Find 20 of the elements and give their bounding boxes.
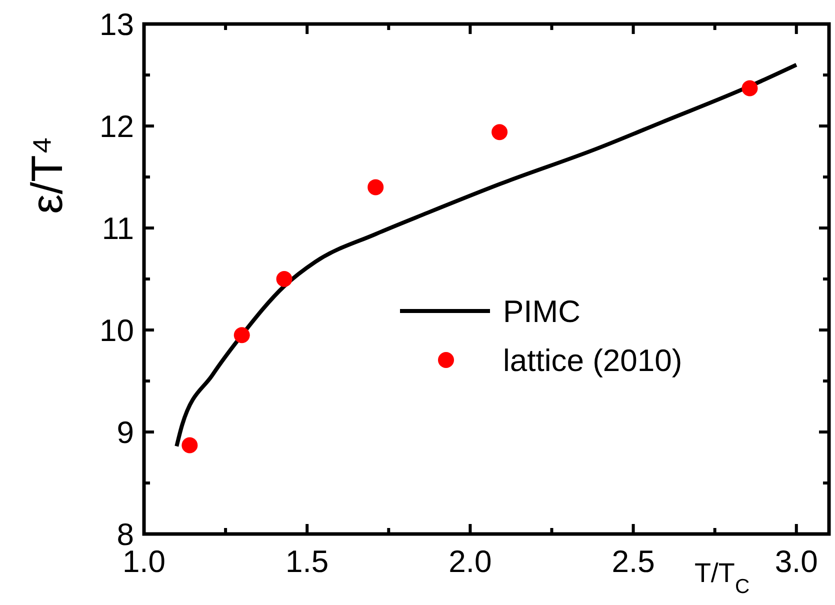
- line-series: [174, 62, 798, 448]
- y-tick-label: 11: [102, 211, 134, 246]
- point: [234, 327, 250, 344]
- legend-label: PIMC: [503, 294, 580, 329]
- x-axis-title: T/T$_{C}$: [694, 558, 750, 598]
- y-tick-label: 9: [116, 415, 134, 450]
- y-tick-label: 12: [100, 109, 134, 144]
- point: [276, 271, 292, 287]
- point: [182, 437, 198, 454]
- x-tick-label: 2.0: [448, 544, 492, 579]
- x-tick-label: 3.0: [774, 544, 818, 579]
- point: [742, 80, 758, 96]
- legend-label: lattice (2010): [503, 343, 682, 378]
- y-tick-label: 13: [100, 7, 134, 42]
- x-tick-label: 1.5: [286, 544, 329, 579]
- point: [492, 124, 508, 140]
- y-tick-label: 10: [100, 313, 134, 348]
- x-tick-label: 2.5: [612, 544, 655, 579]
- point: [368, 179, 384, 196]
- y-axis-title: ε/T⁴: [23, 136, 72, 214]
